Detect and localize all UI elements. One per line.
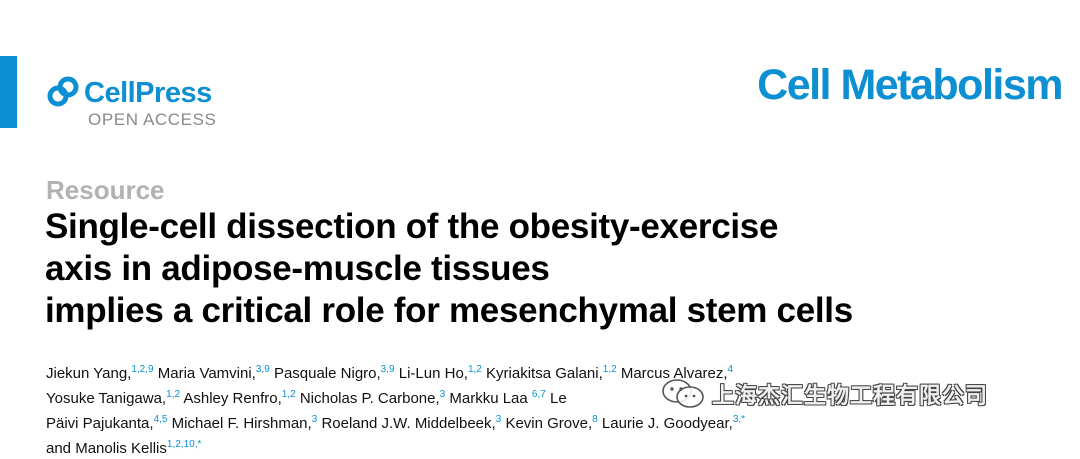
author-name-text: Ashley Renfro, bbox=[183, 390, 282, 407]
author-line: Päivi Pajukanta,4,5 Michael F. Hirshman,… bbox=[46, 409, 1046, 434]
author-name[interactable]: Kyriakitsa Galani,1,2 bbox=[486, 364, 617, 382]
affiliation-marker: 3,* bbox=[732, 414, 746, 425]
publisher-logo[interactable]: CellPress bbox=[46, 76, 212, 110]
author-name[interactable]: and Manolis Kellis1,2,10,* bbox=[46, 439, 202, 457]
wechat-icon bbox=[662, 379, 704, 408]
author-name[interactable]: Pasquale Nigro,3,9 bbox=[273, 364, 395, 382]
author-name-text: Jiekun Yang, bbox=[46, 365, 132, 382]
journal-name[interactable]: Cell Metabolism bbox=[757, 61, 1063, 109]
author-list: Jiekun Yang,1,2,9 Maria Vamvini,3,9 Pasq… bbox=[46, 359, 1046, 459]
author-name-text: Kevin Grove, bbox=[505, 415, 593, 432]
author-line: Yosuke Tanigawa,1,2 Ashley Renfro,1,2 Ni… bbox=[46, 384, 1046, 409]
author-name[interactable]: Yosuke Tanigawa,1,2 bbox=[46, 389, 181, 407]
author-name[interactable]: Roeland J.W. Middelbeek,3 bbox=[321, 414, 502, 432]
author-line: and Manolis Kellis1,2,10,* bbox=[46, 434, 1046, 459]
author-name-text: Le bbox=[550, 390, 567, 407]
watermark: 上海杰汇生物工程有限公司 bbox=[660, 378, 988, 410]
cellpress-logo-icon bbox=[47, 76, 79, 107]
affiliation-marker: 1,2 bbox=[281, 389, 296, 400]
author-line: Jiekun Yang,1,2,9 Maria Vamvini,3,9 Pasq… bbox=[46, 359, 1046, 384]
author-name[interactable]: Markku Laa bbox=[449, 390, 527, 407]
affiliation-marker: 4 bbox=[727, 364, 734, 375]
author-name-text: Nicholas P. Carbone, bbox=[299, 390, 440, 407]
affiliation-marker: 1,2 bbox=[166, 389, 181, 400]
title-line: Single-cell dissection of the obesity-ex… bbox=[45, 207, 779, 246]
author-name-text: Marcus Alvarez, bbox=[620, 365, 728, 382]
author-name-text: Laurie J. Goodyear, bbox=[601, 415, 733, 432]
affiliation-marker: 1,2 bbox=[602, 364, 617, 375]
title-line: axis in adipose-muscle tissues bbox=[45, 249, 550, 288]
article-type: Resource bbox=[46, 175, 165, 205]
author-name-text: Kyriakitsa Galani, bbox=[486, 365, 603, 382]
watermark-text: 上海杰汇生物工程有限公司 bbox=[712, 383, 989, 408]
author-name-text: Michael F. Hirshman, bbox=[171, 415, 312, 432]
affiliation-marker: 4,5 bbox=[153, 414, 168, 425]
author-name[interactable]: Michael F. Hirshman,3 bbox=[171, 414, 318, 432]
accent-bar bbox=[0, 56, 17, 128]
affiliation-marker: 3 bbox=[495, 414, 502, 425]
publisher-name: CellPress bbox=[84, 76, 212, 109]
author-name-text: and Manolis Kellis bbox=[46, 440, 167, 457]
author-name[interactable]: Jiekun Yang,1,2,9 bbox=[46, 364, 154, 382]
affiliation-marker: 3 bbox=[439, 389, 446, 400]
author-name[interactable]: Ashley Renfro,1,2 bbox=[183, 389, 296, 407]
title-line: implies a critical role for mesenchymal … bbox=[45, 291, 853, 330]
author-name-text: Pasquale Nigro, bbox=[273, 365, 381, 382]
article-title: Single-cell dissection of the obesity-ex… bbox=[45, 206, 853, 332]
author-name[interactable]: Li-Lun Ho,1,2 bbox=[398, 364, 482, 382]
affiliation-marker: 1,2,9 bbox=[131, 364, 154, 375]
author-name-text: Päivi Pajukanta, bbox=[46, 415, 154, 432]
author-name[interactable]: 6,7 bbox=[531, 389, 546, 407]
affiliation-marker: 1,2 bbox=[467, 364, 482, 375]
open-access-label: OPEN ACCESS bbox=[88, 110, 217, 129]
author-name[interactable]: Maria Vamvini,3,9 bbox=[157, 364, 270, 382]
author-name-text: Roeland J.W. Middelbeek, bbox=[321, 415, 496, 432]
affiliation-marker: 6,7 bbox=[531, 389, 546, 400]
affiliation-marker: 3 bbox=[311, 414, 318, 425]
affiliation-marker: 3,9 bbox=[255, 364, 270, 375]
affiliation-marker: 8 bbox=[592, 414, 598, 425]
author-name-text: Li-Lun Ho, bbox=[398, 365, 468, 382]
author-name[interactable]: Marcus Alvarez,4 bbox=[620, 364, 734, 382]
author-name[interactable]: Le bbox=[550, 390, 567, 407]
author-name[interactable]: Päivi Pajukanta,4,5 bbox=[46, 414, 168, 432]
affiliation-marker: 1,2,10,* bbox=[166, 439, 202, 450]
author-name[interactable]: Laurie J. Goodyear,3,* bbox=[601, 414, 746, 432]
author-name-text: Maria Vamvini, bbox=[157, 365, 256, 382]
author-name[interactable]: Nicholas P. Carbone,3 bbox=[299, 389, 446, 407]
author-name-text: Yosuke Tanigawa, bbox=[46, 390, 167, 407]
author-name[interactable]: Kevin Grove,8 bbox=[505, 414, 598, 432]
author-name-text: Markku Laa bbox=[449, 390, 528, 407]
affiliation-marker: 3,9 bbox=[380, 364, 395, 375]
